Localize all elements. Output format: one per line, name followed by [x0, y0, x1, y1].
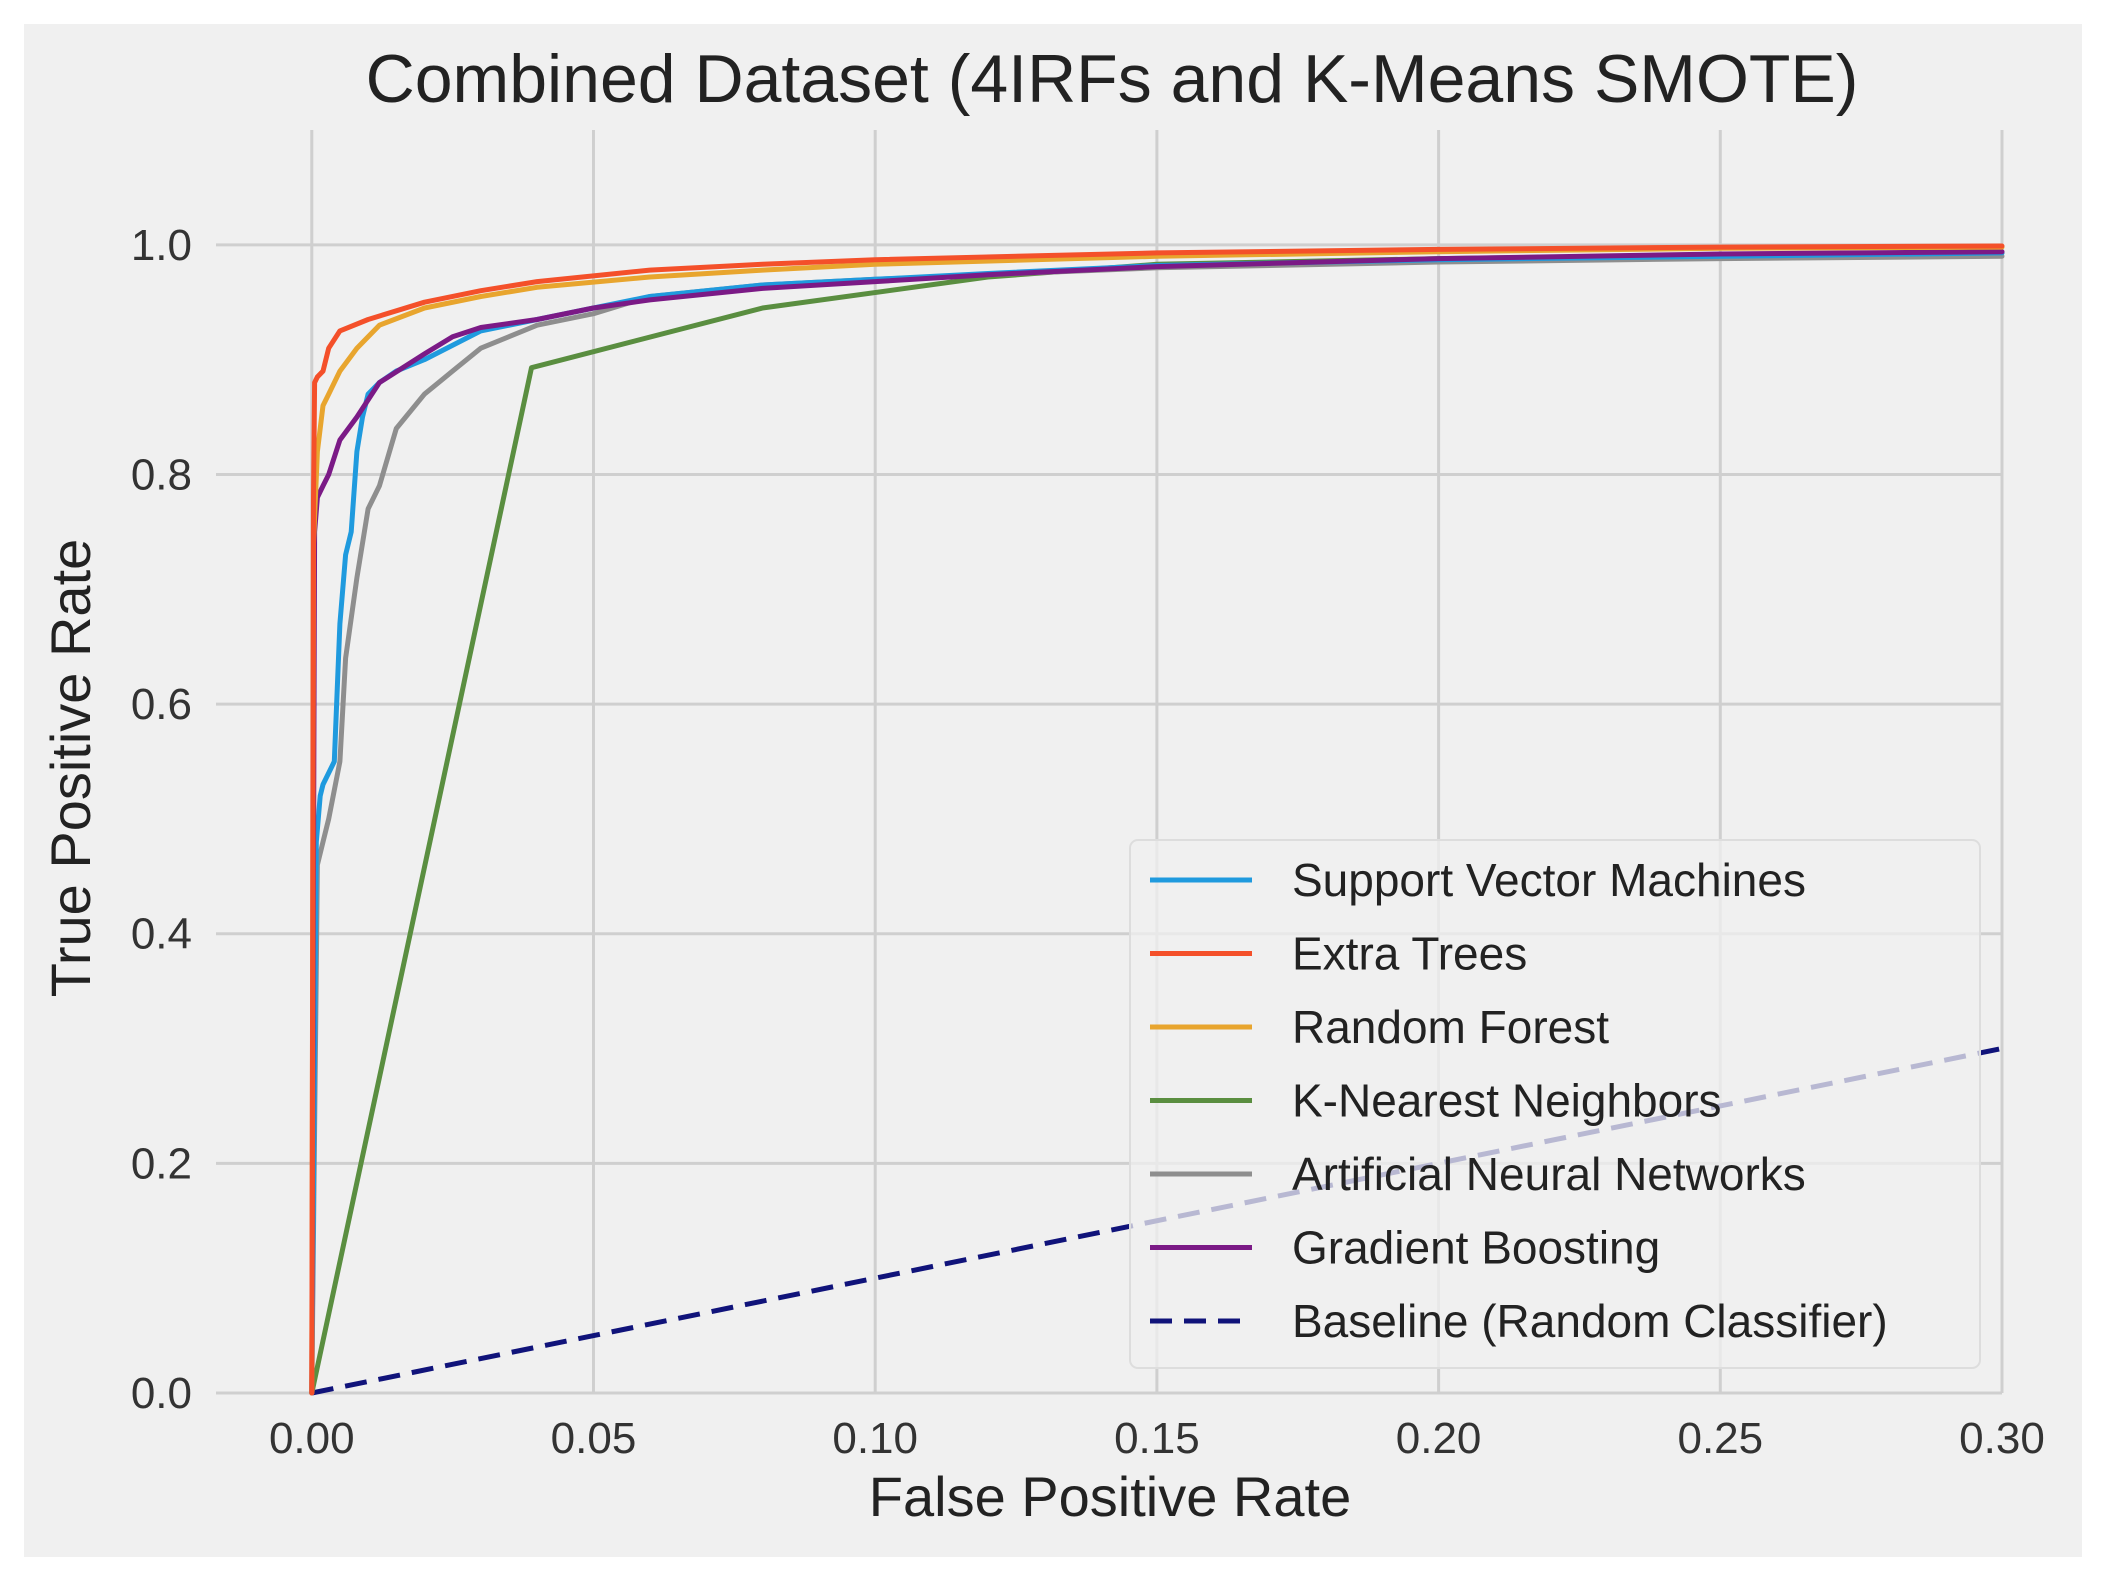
- legend-box: [1129, 839, 1981, 1369]
- x-tick-label: 0.30: [1959, 1414, 2045, 1463]
- x-tick-label: 0.05: [551, 1414, 637, 1463]
- legend-label: Artificial Neural Networks: [1292, 1148, 1806, 1200]
- y-tick-label: 0.0: [131, 1369, 192, 1418]
- series-lines: [309, 243, 2005, 1396]
- series-line-random-forest: [309, 244, 2005, 1396]
- chart-title: Combined Dataset (4IRFs and K-Means SMOT…: [366, 41, 1859, 117]
- series-line-extra-trees: [309, 243, 2005, 1396]
- legend-label: Support Vector Machines: [1292, 854, 1806, 906]
- x-axis-title: False Positive Rate: [869, 1465, 1351, 1528]
- legend-label: K-Nearest Neighbors: [1292, 1075, 1722, 1127]
- x-tick-label: 0.20: [1396, 1414, 1482, 1463]
- x-tick-label: 0.25: [1677, 1414, 1763, 1463]
- series-line-gradient-boosting: [309, 249, 2005, 1396]
- x-tick-label: 0.10: [832, 1414, 918, 1463]
- y-tick-label: 0.4: [131, 910, 192, 959]
- legend-label: Extra Trees: [1292, 928, 1527, 980]
- y-tick-label: 1.0: [131, 221, 192, 270]
- y-tick-label: 0.2: [131, 1139, 192, 1188]
- x-tick-label: 0.15: [1114, 1414, 1200, 1463]
- tick-labels: 0.00 0.05 0.10 0.15 0.20 0.25 0.30 0.0 0.2 0.4 0.6…: [131, 221, 2045, 1463]
- y-tick-label: 0.8: [131, 450, 192, 499]
- legend-label: Baseline (Random Classifier): [1292, 1295, 1888, 1347]
- y-tick-label: 0.6: [131, 680, 192, 729]
- legend-label: Random Forest: [1292, 1001, 1609, 1053]
- grid: [216, 130, 2004, 1395]
- legend-label: Gradient Boosting: [1292, 1222, 1660, 1274]
- legend: Support Vector Machines Extra Trees Random…: [1129, 839, 1981, 1369]
- x-tick-label: 0.00: [269, 1414, 355, 1463]
- y-axis-title: True Positive Rate: [39, 539, 102, 998]
